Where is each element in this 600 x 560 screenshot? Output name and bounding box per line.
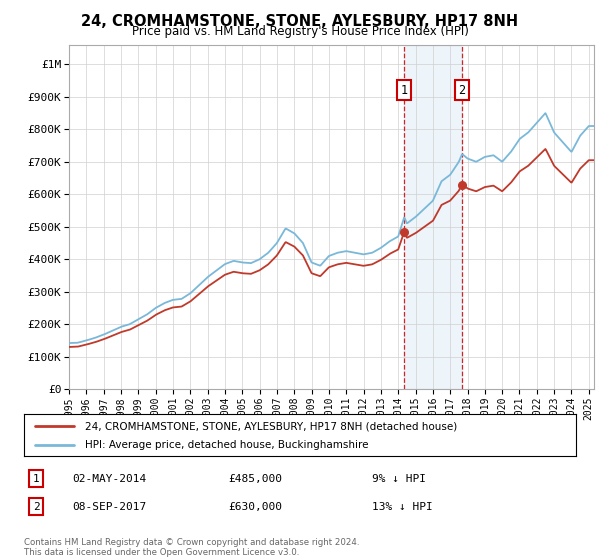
Text: 02-MAY-2014: 02-MAY-2014: [72, 474, 146, 484]
Text: 13% ↓ HPI: 13% ↓ HPI: [372, 502, 433, 512]
Text: 1: 1: [32, 474, 40, 484]
Text: £630,000: £630,000: [228, 502, 282, 512]
Text: HPI: Average price, detached house, Buckinghamshire: HPI: Average price, detached house, Buck…: [85, 440, 368, 450]
Text: 2: 2: [32, 502, 40, 512]
Text: 9% ↓ HPI: 9% ↓ HPI: [372, 474, 426, 484]
Bar: [404, 45, 462, 389]
Text: Contains HM Land Registry data © Crown copyright and database right 2024.
This d: Contains HM Land Registry data © Crown c…: [24, 538, 359, 557]
Text: 24, CROMHAMSTONE, STONE, AYLESBURY, HP17 8NH (detached house): 24, CROMHAMSTONE, STONE, AYLESBURY, HP17…: [85, 421, 457, 431]
Text: 08-SEP-2017: 08-SEP-2017: [72, 502, 146, 512]
Text: 24, CROMHAMSTONE, STONE, AYLESBURY, HP17 8NH: 24, CROMHAMSTONE, STONE, AYLESBURY, HP17…: [82, 14, 518, 29]
Text: Price paid vs. HM Land Registry's House Price Index (HPI): Price paid vs. HM Land Registry's House …: [131, 25, 469, 38]
Text: £485,000: £485,000: [228, 474, 282, 484]
Text: 2: 2: [458, 84, 466, 97]
Text: 1: 1: [401, 84, 408, 97]
